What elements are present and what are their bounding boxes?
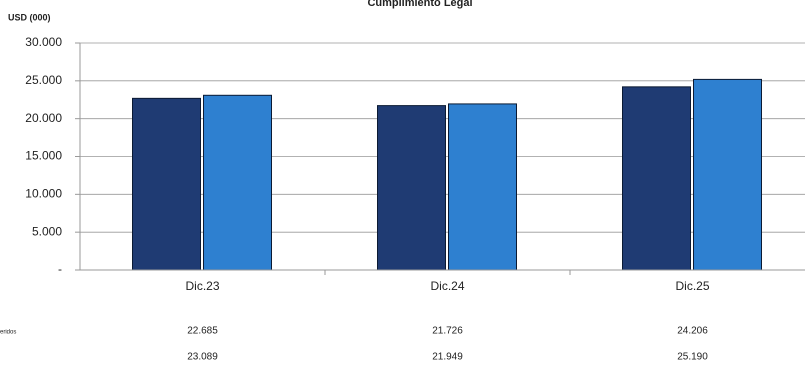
y-tick-label: 10.000 — [25, 187, 62, 201]
table-value: 25.190 — [677, 352, 708, 363]
y-tick-label: 30.000 — [25, 35, 62, 49]
y-tick-label: 20.000 — [25, 111, 62, 125]
bar — [203, 94, 272, 271]
table-value: 21.949 — [432, 352, 463, 363]
series-name: eridos — [0, 330, 16, 336]
bar — [132, 97, 201, 271]
x-tick-label: Dic.23 — [185, 279, 219, 293]
bar — [693, 78, 762, 271]
bar — [448, 103, 517, 271]
bar — [377, 105, 446, 271]
table-value: 23.089 — [187, 352, 218, 363]
table-value: 21.726 — [432, 326, 463, 337]
y-axis-label: USD (000) — [8, 12, 51, 22]
x-tick-label: Dic.24 — [430, 279, 464, 293]
bar — [622, 86, 691, 271]
chart-title: Cumplimiento Legal — [367, 0, 472, 9]
table-value: 24.206 — [677, 326, 708, 337]
x-tick-label: Dic.25 — [675, 279, 709, 293]
table-value: 22.685 — [187, 326, 218, 337]
y-tick-label: - — [58, 262, 62, 276]
y-tick-label: 25.000 — [25, 73, 62, 87]
y-tick-label: 5.000 — [32, 224, 62, 238]
y-tick-label: 15.000 — [25, 149, 62, 163]
